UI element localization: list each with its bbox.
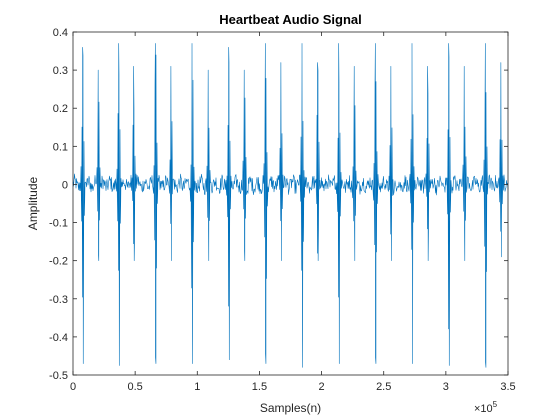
- x-tick-label: 3.5: [500, 381, 515, 393]
- y-tick-label: 0: [62, 179, 68, 191]
- x-tick-label: 1.5: [252, 381, 267, 393]
- chart-title: Heartbeat Audio Signal: [219, 12, 362, 27]
- x-axis-exponent-power: 5: [493, 400, 498, 409]
- x-tick-label: 2.5: [376, 381, 391, 393]
- x-tick-label: 0.5: [127, 381, 142, 393]
- x-tick-label: 3: [443, 381, 449, 393]
- y-tick-label: -0.2: [49, 256, 68, 268]
- y-tick-label: 0.4: [53, 27, 68, 39]
- y-tick-label: -0.1: [49, 218, 68, 230]
- y-axis-label: Amplitude: [26, 177, 40, 231]
- x-tick-label: 0: [70, 381, 76, 393]
- x-tick-label: 2: [319, 381, 325, 393]
- x-axis-exponent-base: ×10: [474, 403, 493, 415]
- plot-area: [73, 32, 508, 375]
- y-tick-label: 0.3: [53, 65, 68, 77]
- y-tick-label: -0.3: [49, 294, 68, 306]
- x-axis-label: Samples(n): [260, 401, 321, 415]
- y-tick-label: 0.2: [53, 103, 68, 115]
- y-tick-label: -0.5: [49, 370, 68, 382]
- y-tick-label: -0.4: [49, 332, 68, 344]
- y-tick-label: 0.1: [53, 141, 68, 153]
- x-tick-label: 1: [194, 381, 200, 393]
